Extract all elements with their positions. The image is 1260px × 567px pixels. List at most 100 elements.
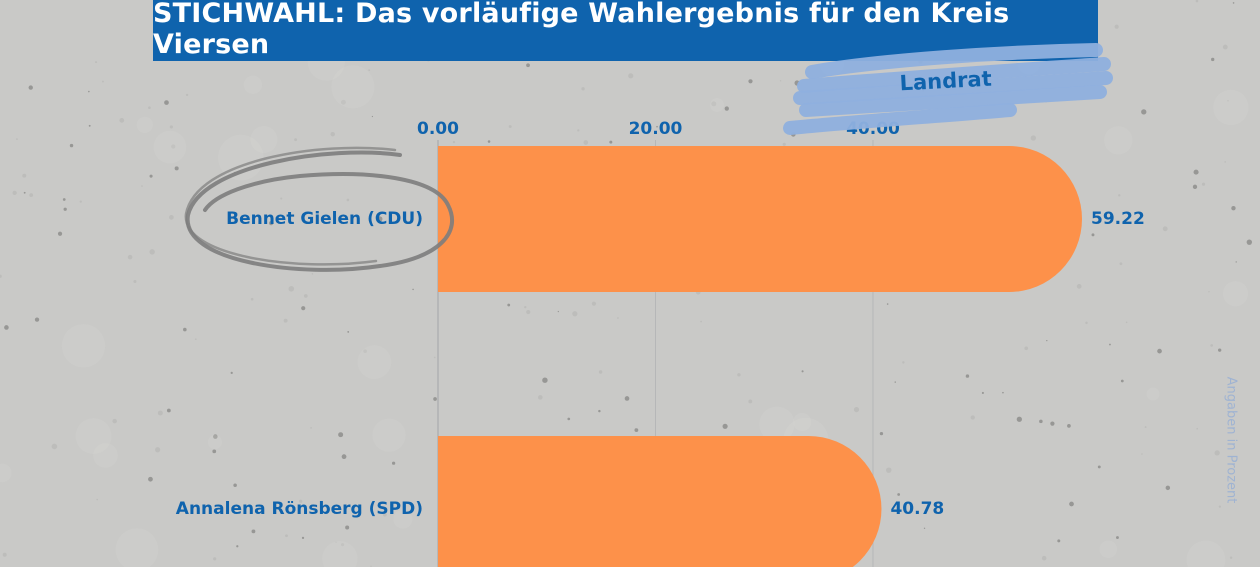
- concrete-speck: [213, 434, 218, 439]
- concrete-speck: [1067, 423, 1071, 428]
- concrete-speck: [1141, 453, 1143, 455]
- concrete-speck: [250, 297, 254, 301]
- concrete-speck: [155, 447, 161, 453]
- concrete-speck: [149, 174, 153, 178]
- concrete-speck: [57, 231, 63, 236]
- concrete-speck: [63, 207, 67, 211]
- concrete-speck: [1120, 379, 1124, 383]
- concrete-speck: [1224, 161, 1227, 163]
- concrete-speck: [169, 215, 174, 220]
- concrete-speck: [88, 90, 90, 93]
- concrete-speck: [23, 191, 26, 194]
- concrete-speck: [981, 391, 984, 394]
- concrete-speck: [598, 370, 603, 374]
- concrete-speck: [1085, 321, 1088, 325]
- concrete-patch: [93, 443, 118, 468]
- concrete-speck: [1141, 109, 1147, 115]
- concrete-speck: [1193, 169, 1199, 175]
- concrete-speck: [748, 399, 753, 404]
- concrete-patch: [1104, 126, 1133, 155]
- concrete-speck: [79, 200, 82, 203]
- concrete-speck: [1229, 556, 1233, 559]
- concrete-speck: [213, 557, 217, 561]
- concrete-patch: [1213, 89, 1249, 126]
- concrete-speck: [345, 525, 350, 530]
- concrete-speck: [280, 197, 283, 200]
- concrete-speck: [1125, 321, 1128, 324]
- concrete-speck: [1002, 391, 1004, 394]
- concrete-patch: [207, 435, 223, 450]
- concrete-patch: [393, 509, 413, 529]
- concrete-speck: [2, 552, 7, 557]
- concrete-speck: [0, 274, 2, 278]
- concrete-speck: [29, 193, 34, 197]
- concrete-speck: [69, 143, 74, 148]
- concrete-speck: [1232, 2, 1235, 4]
- highlight-circle: [185, 150, 454, 272]
- concrete-speck: [288, 286, 295, 292]
- concrete-speck: [1192, 184, 1198, 189]
- concrete-speck: [1076, 284, 1082, 289]
- concrete-speck: [127, 254, 133, 260]
- concrete-speck: [34, 317, 40, 322]
- concrete-speck: [341, 454, 347, 460]
- concrete-speck: [112, 418, 117, 424]
- concrete-speck: [363, 349, 367, 354]
- category-label: Bennet Gielen (CDU): [226, 209, 423, 229]
- concrete-speck: [28, 85, 33, 90]
- concrete-speck: [508, 125, 512, 129]
- brush-stroke: [799, 85, 1107, 117]
- concrete-patch: [372, 418, 406, 452]
- concrete-speck: [148, 476, 153, 482]
- concrete-speck: [1109, 343, 1111, 346]
- concrete-speck: [591, 301, 597, 306]
- concrete-speck: [1165, 485, 1171, 491]
- concrete-speck: [268, 221, 274, 226]
- concrete-speck: [212, 449, 217, 454]
- concrete-speck: [169, 125, 173, 129]
- concrete-patch: [61, 324, 106, 368]
- concrete-speck: [879, 431, 884, 436]
- concrete-patch: [115, 528, 159, 567]
- concrete-speck: [779, 80, 782, 82]
- concrete-speck: [174, 166, 179, 171]
- concrete-speck: [311, 273, 314, 275]
- concrete-speck: [347, 331, 350, 333]
- concrete-speck: [157, 410, 163, 416]
- concrete-speck: [12, 190, 17, 196]
- concrete-speck: [1196, 427, 1199, 430]
- concrete-patch: [793, 412, 812, 432]
- brush-stroke: [797, 57, 1111, 93]
- concrete-speck: [1119, 262, 1123, 266]
- concrete-patch: [710, 97, 725, 113]
- concrete-speck: [624, 396, 630, 401]
- concrete-speck: [965, 374, 970, 378]
- concrete-speck: [711, 101, 717, 107]
- concrete-speck: [1208, 291, 1210, 293]
- concrete-speck: [1218, 505, 1221, 508]
- concrete-speck: [335, 541, 337, 543]
- concrete-speck: [1050, 421, 1055, 426]
- concrete-speck: [737, 373, 741, 377]
- concrete-speck: [310, 426, 312, 429]
- concrete-speck: [722, 423, 728, 429]
- concrete-speck: [251, 529, 256, 534]
- concrete-speck: [368, 69, 371, 71]
- concrete-speck: [285, 534, 288, 538]
- concrete-speck: [1041, 555, 1047, 561]
- concrete-speck: [294, 138, 298, 142]
- concrete-speck: [583, 140, 589, 145]
- concrete-speck: [577, 129, 580, 132]
- concrete-speck: [542, 377, 548, 383]
- concrete-speck: [95, 61, 98, 64]
- concrete-patch: [331, 65, 375, 109]
- category-label: Annalena Rönsberg (SPD): [176, 499, 423, 519]
- concrete-speck: [346, 198, 350, 202]
- concrete-patch: [1099, 540, 1118, 559]
- concrete-patch: [243, 75, 263, 94]
- concrete-patch: [153, 130, 187, 164]
- bar: [438, 146, 1082, 292]
- concrete-speck: [51, 443, 58, 450]
- concrete-patch: [0, 463, 12, 483]
